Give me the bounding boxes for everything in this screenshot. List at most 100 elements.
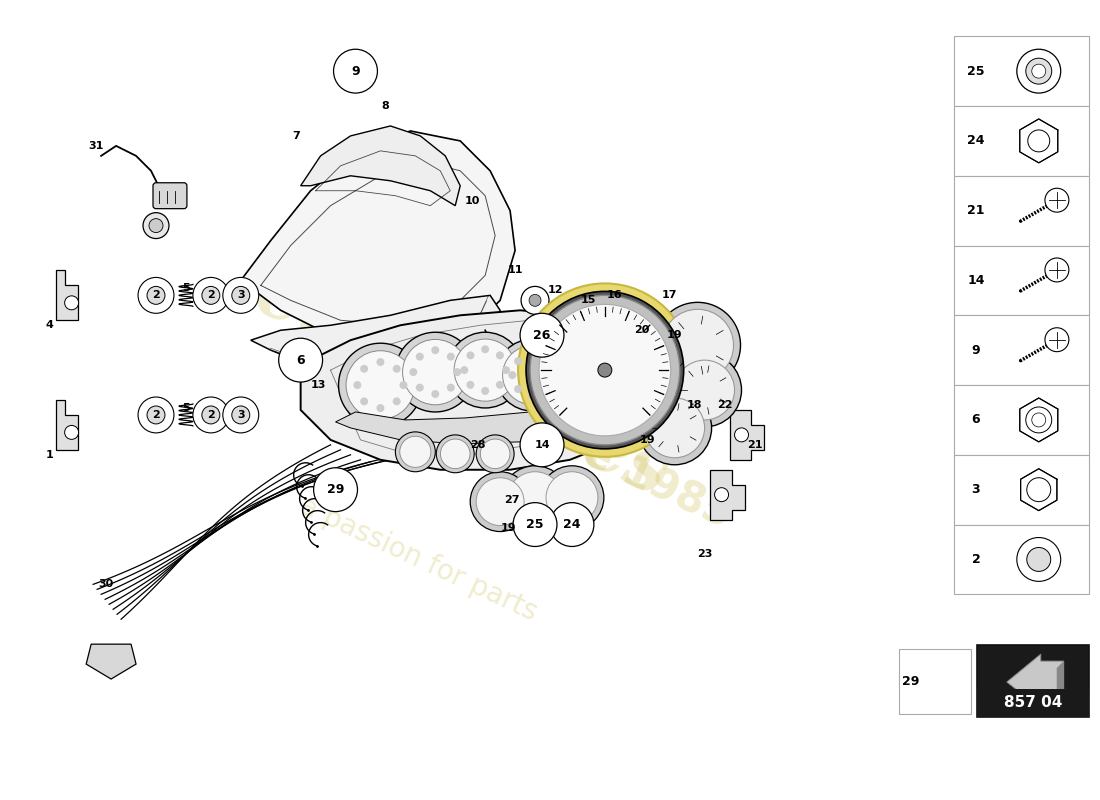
Circle shape [668,353,741,427]
Text: 14: 14 [967,274,984,287]
Circle shape [466,351,474,359]
Text: 5: 5 [183,403,189,413]
Text: 22: 22 [717,400,733,410]
Circle shape [1016,538,1060,582]
FancyBboxPatch shape [153,182,187,209]
Circle shape [346,350,415,419]
Circle shape [513,502,557,546]
Polygon shape [300,126,460,206]
Polygon shape [729,410,764,460]
Circle shape [520,423,564,466]
Text: 9: 9 [971,344,980,357]
Circle shape [502,466,569,534]
Polygon shape [1020,119,1058,163]
Text: 26: 26 [534,329,551,342]
Circle shape [540,466,604,530]
Circle shape [399,436,431,467]
Circle shape [481,346,490,354]
Text: 17: 17 [662,290,678,300]
Circle shape [546,472,598,523]
Bar [954,525,1089,594]
Text: 25: 25 [526,518,543,531]
Circle shape [518,283,692,457]
FancyBboxPatch shape [493,345,522,367]
Circle shape [431,346,439,354]
Circle shape [147,286,165,304]
Text: 3: 3 [236,290,244,300]
Text: 8: 8 [382,101,389,111]
Circle shape [416,353,424,361]
Circle shape [638,391,712,465]
Circle shape [360,365,368,373]
Circle shape [502,366,510,374]
Circle shape [223,278,258,314]
Circle shape [448,332,524,408]
Text: 14: 14 [535,440,550,450]
Text: 7: 7 [292,131,299,141]
Circle shape [65,426,78,439]
Circle shape [1026,547,1050,571]
Circle shape [440,439,470,469]
Bar [954,315,1089,385]
Circle shape [333,50,377,93]
Circle shape [548,371,556,379]
Text: 23: 23 [697,550,713,559]
Circle shape [529,294,541,306]
Circle shape [735,428,748,442]
Circle shape [223,397,258,433]
Circle shape [1032,64,1046,78]
Circle shape [528,391,536,399]
Circle shape [940,671,961,691]
Circle shape [503,346,561,405]
Circle shape [528,351,536,359]
Circle shape [521,286,549,314]
Text: 18: 18 [686,400,703,410]
Text: 2: 2 [152,290,160,300]
Bar [977,645,1089,717]
Text: eurospares: eurospares [244,258,680,511]
Circle shape [662,310,734,381]
Text: 2: 2 [971,553,980,566]
Circle shape [496,381,504,389]
Text: 27: 27 [504,494,520,505]
Polygon shape [56,400,78,450]
Text: 2: 2 [152,410,160,420]
Text: 19: 19 [640,435,656,445]
Circle shape [460,366,469,374]
Circle shape [542,357,550,365]
Circle shape [148,218,163,233]
Circle shape [476,435,514,473]
Circle shape [1045,188,1069,212]
Circle shape [278,338,322,382]
Text: 25: 25 [967,65,984,78]
Text: 1: 1 [45,450,53,460]
Text: 10: 10 [464,196,480,206]
Circle shape [520,314,564,357]
Circle shape [1026,58,1052,84]
Polygon shape [251,295,500,375]
Circle shape [147,406,165,424]
Circle shape [481,439,510,469]
Circle shape [416,384,424,391]
Circle shape [1045,328,1069,352]
Circle shape [65,296,78,310]
Text: 29: 29 [327,483,344,496]
Bar [954,246,1089,315]
Circle shape [645,398,705,458]
Text: 15: 15 [580,295,595,306]
Text: 19: 19 [667,330,682,340]
Circle shape [395,332,475,412]
Circle shape [1045,258,1069,282]
Circle shape [360,398,368,406]
Polygon shape [231,131,515,350]
Polygon shape [300,310,660,470]
Circle shape [353,381,362,389]
Bar [954,385,1089,455]
Text: 31: 31 [88,141,103,151]
Circle shape [403,339,467,405]
Circle shape [202,286,220,304]
Text: 5: 5 [183,283,189,294]
Circle shape [470,472,530,531]
Text: 11: 11 [507,266,522,275]
Circle shape [481,387,490,395]
